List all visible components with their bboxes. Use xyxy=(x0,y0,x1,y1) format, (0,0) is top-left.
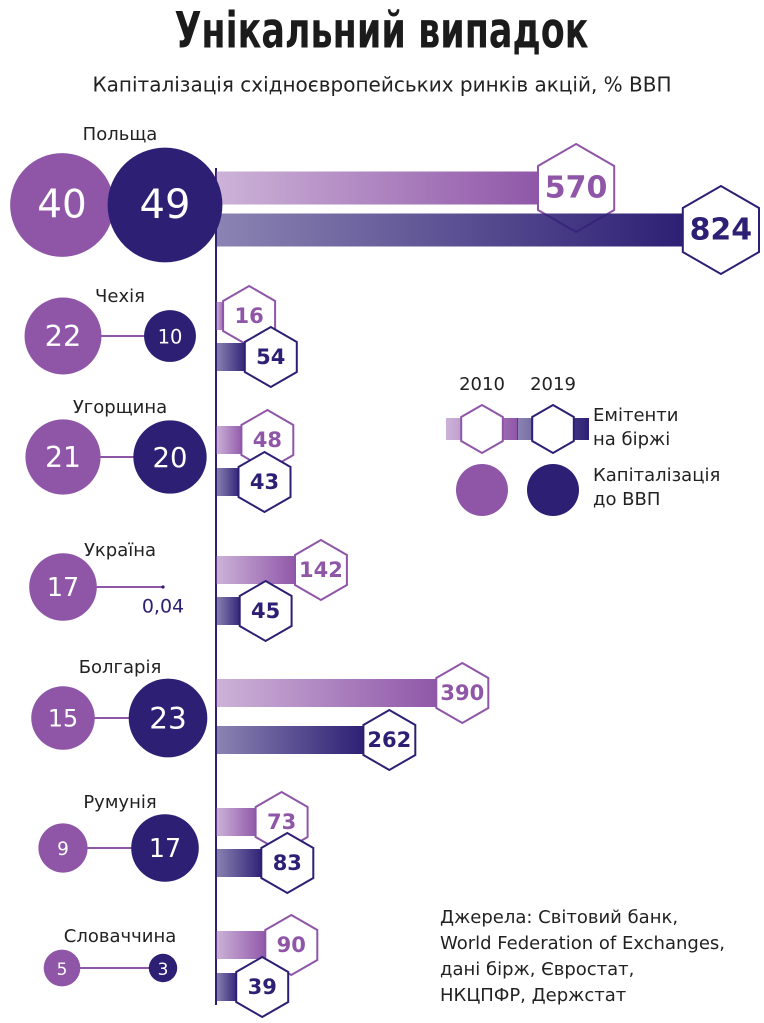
value-label: 83 xyxy=(273,851,302,875)
value-label: 22 xyxy=(45,319,82,353)
category-label: Болгарія xyxy=(79,657,162,678)
source-line: НКЦПФР, Держстат xyxy=(440,985,627,1006)
value-label: 43 xyxy=(250,470,279,494)
sources: Джерела: Світовий банк, World Federation … xyxy=(440,905,725,1009)
category-label: Румунія xyxy=(83,792,156,813)
hex-badge xyxy=(237,450,292,514)
legend-label: Емітенти на біржі xyxy=(593,405,679,450)
bar xyxy=(216,679,439,707)
bar xyxy=(216,808,258,836)
hex-badge xyxy=(681,184,760,276)
legend-bubble xyxy=(527,464,579,516)
category-label: Україна xyxy=(84,540,156,561)
value-label: 9 xyxy=(57,839,69,860)
bar xyxy=(216,597,242,625)
value-label: 48 xyxy=(253,428,282,452)
bar xyxy=(216,302,226,330)
legend-year: 2010 xyxy=(459,374,505,395)
hex-badge xyxy=(260,831,315,895)
bubble xyxy=(25,419,101,495)
value-label: 17 xyxy=(47,572,79,602)
category-label: Угорщина xyxy=(73,397,167,418)
hex-badge xyxy=(294,538,348,602)
bubble xyxy=(144,310,196,362)
bar xyxy=(216,426,244,454)
bar xyxy=(216,213,686,247)
category-label: Словаччина xyxy=(64,926,177,947)
bubble xyxy=(107,147,223,263)
value-label: 570 xyxy=(545,171,608,206)
value-label: 15 xyxy=(48,705,78,733)
bar xyxy=(216,343,247,371)
bubble xyxy=(128,678,208,758)
value-label: 390 xyxy=(440,681,484,705)
bubble xyxy=(38,823,88,873)
value-label: 90 xyxy=(277,933,306,957)
bubble xyxy=(24,297,102,375)
value-label: 142 xyxy=(299,558,343,582)
bar xyxy=(216,171,541,205)
value-label: 49 xyxy=(140,182,191,228)
bubble xyxy=(43,949,81,987)
chart-title: Унікальний випадок xyxy=(174,2,588,60)
legend-hex xyxy=(460,403,504,455)
hex-badge xyxy=(238,579,293,643)
hex-badge xyxy=(235,955,290,1019)
bar xyxy=(216,556,297,584)
hex-badge xyxy=(264,913,319,977)
source-line: Джерела: Світовий банк, xyxy=(440,907,679,928)
value-label: 39 xyxy=(248,975,277,999)
bubble xyxy=(161,585,165,589)
value-label: 262 xyxy=(367,728,411,752)
value-label: 23 xyxy=(149,702,187,736)
value-label: 73 xyxy=(267,810,296,834)
legend-hex xyxy=(531,403,575,455)
value-label: 40 xyxy=(37,183,86,228)
bubble xyxy=(148,953,178,983)
bubble xyxy=(133,420,207,494)
legend-label: Капіталізація до ВВП xyxy=(593,465,721,510)
source-line: World Federation of Exchanges, xyxy=(440,933,726,954)
value-label: 54 xyxy=(256,345,285,369)
value-label: 10 xyxy=(158,326,183,349)
value-label: 45 xyxy=(251,599,280,623)
bubble xyxy=(10,153,114,257)
bubble xyxy=(131,814,199,882)
bar xyxy=(216,468,241,496)
value-label: 20 xyxy=(153,442,188,474)
value-label: 0,04 xyxy=(142,596,184,618)
value-label: 5 xyxy=(57,960,68,980)
bar xyxy=(216,726,366,754)
hex-badge xyxy=(362,708,417,772)
value-label: 21 xyxy=(45,441,81,474)
value-label: 3 xyxy=(158,960,169,980)
category-label: Польща xyxy=(83,124,158,145)
hex-badge xyxy=(243,325,298,389)
value-label: 16 xyxy=(235,304,264,328)
category-label: Чехія xyxy=(95,286,145,307)
source-line: дані бірж, Євростат, xyxy=(440,959,635,980)
value-label: 17 xyxy=(149,833,181,863)
bar xyxy=(216,931,268,959)
bar xyxy=(216,973,239,1001)
chart-subtitle: Капіталізація східноєвропейських ринків … xyxy=(92,73,671,97)
hex-badge xyxy=(435,661,490,725)
bubble xyxy=(31,686,95,750)
legend-year: 2019 xyxy=(530,374,576,395)
value-label: 824 xyxy=(690,213,753,248)
bar xyxy=(216,849,264,877)
legend-bubble xyxy=(456,464,508,516)
bubble xyxy=(29,553,97,621)
